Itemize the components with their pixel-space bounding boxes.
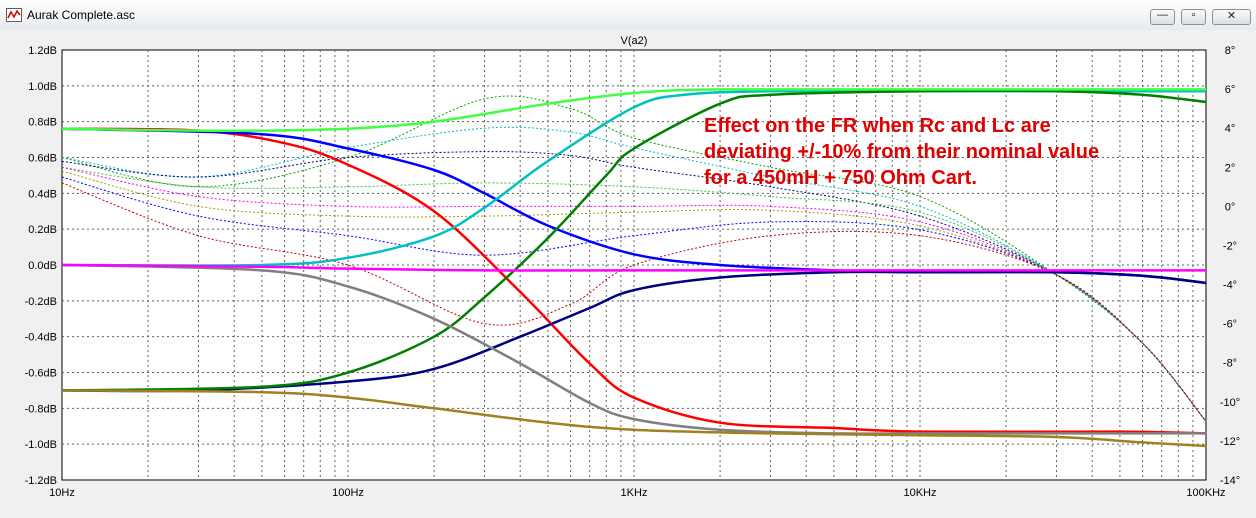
magnitude-trace-9[interactable] — [61, 87, 1206, 133]
magnitude-trace-5[interactable] — [61, 89, 1207, 392]
minimize-button[interactable]: — — [1150, 9, 1175, 25]
y-tick-label: -1.2dB — [25, 475, 57, 487]
right-axis-ticks: 8° 6° 4° 2° 0° -2° -4° -6° -8° -10° -12° -14° — [1220, 45, 1240, 487]
y-tick-label: 0.8dB — [28, 117, 57, 129]
y-tick-label: -0.6dB — [25, 368, 57, 380]
maximize-icon: ▫ — [1191, 9, 1196, 21]
magnitude-trace-8[interactable] — [61, 389, 1207, 448]
y2-tick-label: 2° — [1225, 162, 1236, 174]
y-tick-label: 0.6dB — [28, 153, 57, 165]
y2-tick-label: -8° — [1223, 358, 1237, 370]
annotation-text: Effect on the FR when Rc and Lc are devia… — [704, 115, 1099, 189]
title-bar: Aurak Complete.asc — ▫ ✕ — [0, 0, 1256, 31]
y-tick-label: -0.4dB — [25, 332, 57, 344]
y-tick-label: -0.2dB — [25, 296, 57, 308]
annotation-line: for a 450mH + 750 Ohm Cart. — [704, 167, 977, 189]
y2-tick-label: 8° — [1225, 45, 1236, 57]
minimize-icon: — — [1157, 9, 1168, 21]
waveform-icon — [6, 8, 22, 22]
y2-tick-label: 6° — [1225, 84, 1236, 96]
annotation-line: deviating +/-10% from their nominal valu… — [704, 141, 1099, 163]
x-axis-ticks: 10Hz 100Hz 1KHz 10KHz 100KHz — [49, 487, 1225, 499]
phase-trace-1[interactable] — [61, 95, 1207, 422]
y2-tick-label: -4° — [1223, 280, 1237, 292]
y2-tick-label: 0° — [1225, 201, 1236, 213]
y-tick-label: 0.2dB — [28, 224, 57, 236]
x-tick-label: 100Hz — [332, 487, 364, 499]
close-button[interactable]: ✕ — [1212, 9, 1251, 25]
x-tick-label: 10KHz — [903, 487, 936, 499]
x-tick-label: 10Hz — [49, 487, 75, 499]
y2-tick-label: 4° — [1225, 123, 1236, 135]
x-tick-label: 1KHz — [621, 487, 648, 499]
magnitude-traces — [61, 87, 1207, 448]
phase-traces — [61, 95, 1207, 422]
y-tick-label: -0.8dB — [25, 403, 57, 415]
close-icon: ✕ — [1226, 10, 1237, 22]
trace-label[interactable]: V(a2) — [621, 35, 648, 47]
waveform-plot[interactable]: 1.2dB 1.0dB 0.8dB 0.6dB 0.4dB 0.2dB 0.0dB -0.2d… — [0, 30, 1256, 518]
y2-tick-label: -14° — [1220, 475, 1240, 487]
y-tick-label: 1.0dB — [28, 81, 57, 93]
x-tick-label: 100KHz — [1186, 487, 1225, 499]
y-tick-label: 1.2dB — [28, 45, 57, 57]
magnitude-trace-6[interactable] — [61, 263, 1206, 435]
y-tick-label: -1.0dB — [25, 439, 57, 451]
window-title: Aurak Complete.asc — [27, 8, 136, 22]
phase-trace-2[interactable] — [61, 126, 1207, 422]
phase-trace-8[interactable] — [61, 182, 1207, 422]
magnitude-trace-1[interactable] — [61, 127, 1207, 435]
y2-tick-label: -12° — [1220, 436, 1240, 448]
y-tick-label: 0.0dB — [28, 260, 57, 272]
magnitude-trace-3[interactable] — [61, 270, 1207, 393]
left-axis-ticks: 1.2dB 1.0dB 0.8dB 0.6dB 0.4dB 0.2dB 0.0dB -0.2d… — [25, 45, 57, 487]
phase-trace-7[interactable] — [61, 176, 1207, 422]
y2-tick-label: -6° — [1223, 319, 1237, 331]
y2-tick-label: -2° — [1223, 240, 1237, 252]
magnitude-trace-7[interactable] — [61, 263, 1206, 272]
annotation-line: Effect on the FR when Rc and Lc are — [704, 115, 1051, 137]
maximize-button[interactable]: ▫ — [1181, 9, 1206, 25]
y2-tick-label: -10° — [1220, 397, 1240, 409]
y-tick-label: 0.4dB — [28, 188, 57, 200]
